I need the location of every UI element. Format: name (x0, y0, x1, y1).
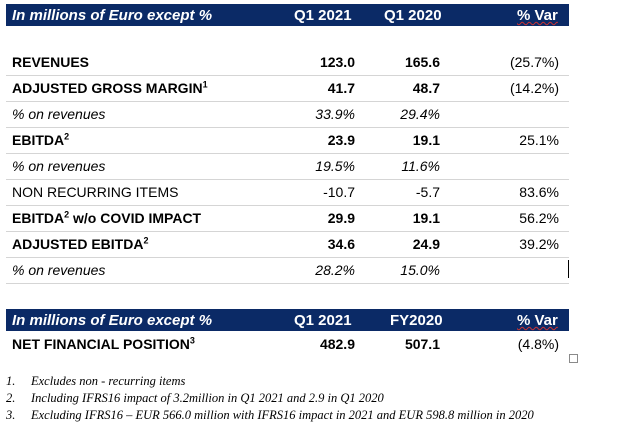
table1-col-q1-2021: Q1 2021 (294, 7, 352, 24)
value-fy2020: 507.1 (404, 336, 440, 352)
row-label: REVENUES (12, 54, 90, 70)
value-var: 25.1% (519, 132, 559, 148)
resize-handle[interactable] (569, 354, 578, 363)
value-q1-2021: 482.9 (319, 336, 355, 352)
row-pct-revenues-2: % on revenues 19.5% 11.6% (6, 153, 569, 180)
footnote-ref: 2 (64, 131, 70, 142)
row-label: EBITDA2 (12, 131, 70, 148)
value-q1-2020: -5.7 (415, 184, 440, 200)
value-q1-2021: 34.6 (327, 236, 355, 252)
row-label: % on revenues (12, 262, 106, 278)
value-var: 83.6% (519, 184, 559, 200)
value-q1-2021: 23.9 (327, 132, 355, 148)
value-q1-2021: 123.0 (319, 54, 355, 70)
footnote-ref: 1 (202, 79, 208, 90)
row-non-recurring-items: NON RECURRING ITEMS -10.7 -5.7 83.6% (6, 179, 569, 206)
footnote-ref: 3 (189, 335, 195, 346)
value-q1-2020: 11.6% (401, 158, 440, 174)
row-revenues: REVENUES 123.0 165.6 (25.7%) (6, 49, 569, 76)
row-label: NET FINANCIAL POSITION3 (12, 335, 195, 352)
value-var: 39.2% (519, 236, 559, 252)
value-q1-2020: 15.0% (400, 262, 440, 278)
table2-header: In millions of Euro except % Q1 2021 FY2… (6, 309, 569, 331)
table1-title: In millions of Euro except % (12, 7, 213, 24)
value-q1-2021: 33.9% (315, 106, 355, 122)
value-q1-2021: 19.5% (315, 158, 355, 174)
value-var: 56.2% (519, 210, 559, 226)
value-q1-2021: -10.7 (323, 184, 355, 200)
value-q1-2020: 19.1 (412, 210, 440, 226)
value-q1-2020: 29.4% (400, 106, 440, 122)
footnote-1: 1. Excludes non - recurring items (6, 374, 186, 388)
row-label: NON RECURRING ITEMS (12, 184, 179, 200)
footnote-2: 2. Including IFRS16 impact of 3.2million… (6, 391, 384, 405)
table2-col-var: % Var (517, 312, 558, 329)
text-cursor (568, 260, 569, 278)
row-ebitda-wo-covid: EBITDA2 w/o COVID IMPACT 29.9 19.1 56.2% (6, 205, 569, 232)
value-q1-2020: 24.9 (412, 236, 440, 252)
value-q1-2020: 19.1 (412, 132, 440, 148)
value-q1-2020: 165.6 (404, 54, 440, 70)
value-q1-2021: 41.7 (327, 80, 355, 96)
table1-header: In millions of Euro except % Q1 2021 Q1 … (6, 4, 569, 26)
row-pct-revenues-1: % on revenues 33.9% 29.4% (6, 101, 569, 128)
row-adjusted-ebitda: ADJUSTED EBITDA2 34.6 24.9 39.2% (6, 231, 569, 258)
value-var: (25.7%) (509, 54, 559, 70)
table1-col-q1-2020: Q1 2020 (384, 7, 442, 24)
footnotes: 1. Excludes non - recurring items 2. Inc… (6, 374, 636, 425)
footnote-ref: 2 (64, 209, 70, 220)
value-var: (4.8%) (517, 336, 559, 352)
table2-col-fy2020: FY2020 (390, 312, 443, 329)
table2-col-q1-2021: Q1 2021 (294, 312, 352, 329)
row-ebitda: EBITDA2 23.9 19.1 25.1% (6, 127, 569, 154)
row-label: % on revenues (12, 158, 106, 174)
row-label: EBITDA2 w/o COVID IMPACT (12, 209, 202, 226)
row-adjusted-gross-margin: ADJUSTED GROSS MARGIN1 41.7 48.7 (14.2%) (6, 75, 569, 102)
row-net-financial-position: NET FINANCIAL POSITION3 482.9 507.1 (4.8… (6, 331, 569, 357)
table1-col-var: % Var (517, 7, 558, 24)
footnote-ref: 2 (143, 235, 149, 246)
value-q1-2021: 29.9 (327, 210, 355, 226)
table2-title: In millions of Euro except % (12, 312, 213, 329)
row-label: ADJUSTED EBITDA2 (12, 235, 149, 252)
row-label: ADJUSTED GROSS MARGIN1 (12, 79, 208, 96)
value-q1-2021: 28.2% (315, 262, 355, 278)
value-q1-2020: 48.7 (412, 80, 440, 96)
row-pct-revenues-3: % on revenues 28.2% 15.0% (6, 257, 569, 284)
value-var: (14.2%) (509, 80, 559, 96)
row-label: % on revenues (12, 106, 106, 122)
footnote-3: 3. Excluding IFRS16 – EUR 566.0 million … (6, 408, 534, 422)
